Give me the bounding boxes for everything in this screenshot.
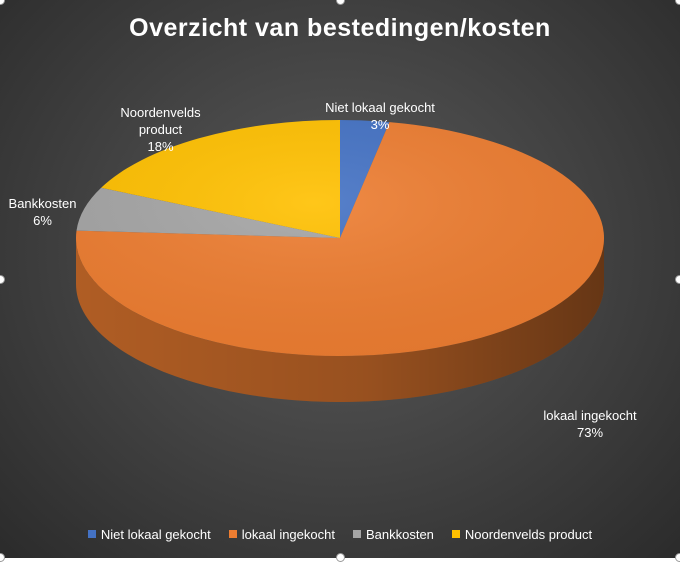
legend-swatch-niet-lokaal-gekocht [87, 530, 96, 538]
resize-handle-top-right[interactable] [675, 0, 680, 5]
legend-item-bankkosten: Bankkosten [352, 526, 434, 542]
legend-swatch-lokaal-ingekocht [228, 530, 237, 538]
legend-label: Noordenvelds product [464, 526, 593, 542]
resize-handle-middle-left[interactable] [0, 275, 5, 284]
resize-handle-middle-right[interactable] [675, 275, 680, 284]
legend-item-niet-lokaal-gekocht: Niet lokaal gekocht [87, 526, 211, 542]
legend-swatch-noordenvelds-product [451, 530, 460, 538]
legend: Niet lokaal gekocht lokaal ingekocht Ban… [0, 525, 680, 543]
legend-label: Niet lokaal gekocht [100, 526, 211, 542]
data-label-bankkosten: Bankkosten 6% [8, 196, 77, 228]
resize-handle-top-center[interactable] [336, 0, 345, 5]
data-label-noordenvelds-product: Noordenvelds product 18% [120, 105, 201, 154]
resize-handle-top-left[interactable] [0, 0, 5, 5]
legend-swatch-bankkosten [352, 530, 361, 538]
legend-label: Bankkosten [365, 526, 434, 542]
pie-slice-side-shade [76, 238, 604, 402]
legend-item-lokaal-ingekocht: lokaal ingekocht [228, 526, 335, 542]
legend-label: lokaal ingekocht [241, 526, 335, 542]
legend-item-noordenvelds-product: Noordenvelds product [451, 526, 593, 542]
data-label-niet-lokaal-gekocht: Niet lokaal gekocht 3% [325, 100, 435, 132]
data-label-lokaal-ingekocht: lokaal ingekocht 73% [543, 408, 637, 440]
pie-top-shine [76, 120, 604, 356]
chart-title: Overzicht van bestedingen/kosten [129, 14, 551, 42]
